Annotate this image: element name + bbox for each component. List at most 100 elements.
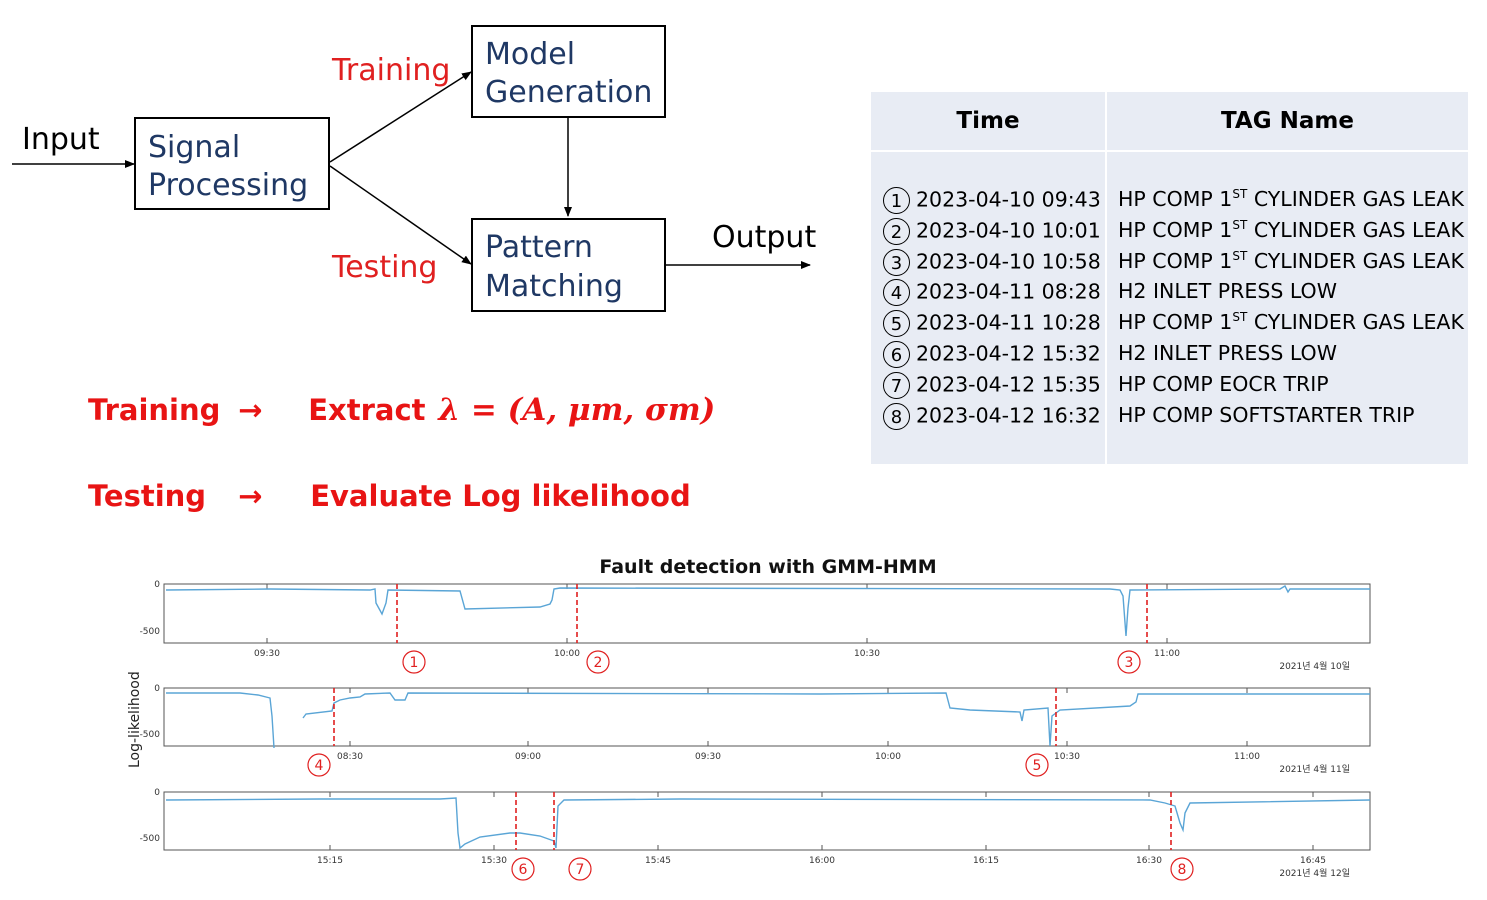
event-time-cell: 2 2023-04-10 10:01 (883, 217, 1101, 245)
chart-panel-2: 0 -500 08:30 09:00 09:30 10:00 10:30 11:00 2021년… (140, 684, 1371, 777)
log-likelihood-series (165, 585, 1370, 637)
panel-date-label: 2021년 4월 12일 (1279, 867, 1350, 879)
x-tick-label: 09:30 (254, 649, 280, 659)
x-tick-label: 16:00 (809, 856, 835, 866)
x-tick-label: 10:00 (875, 752, 901, 762)
log-likelihood-series (165, 797, 1371, 850)
signal-processing-line1: Signal (148, 130, 240, 165)
training-branch-label: Training (331, 53, 450, 88)
x-tick-label: 10:30 (1054, 752, 1080, 762)
y-tick-label: -500 (140, 730, 161, 740)
event-tag: H2 INLET PRESS LOW (1118, 279, 1337, 304)
fault-marker-number: 7 (576, 862, 585, 878)
testing-summary-arrow: → (238, 479, 263, 513)
event-time-cell: 4 2023-04-11 08:28 (883, 279, 1101, 307)
event-time: 2023-04-12 15:35 (916, 372, 1101, 397)
panel-frame (163, 791, 1371, 851)
panel-frame (163, 687, 1371, 747)
time-header: Time (956, 108, 1020, 134)
fault-marker-number: 8 (1178, 862, 1187, 878)
testing-arrow (329, 165, 472, 265)
fault-marker-number: 4 (315, 758, 324, 774)
fault-marker-circle (511, 857, 535, 881)
x-tick-label: 16:45 (1300, 856, 1326, 866)
x-tick-label: 15:30 (481, 856, 507, 866)
event-time: 2023-04-10 10:01 (916, 218, 1101, 243)
x-tick-label: 15:45 (645, 856, 671, 866)
event-number: 7 (883, 371, 910, 399)
event-tag: HP COMP 1ST CYLINDER GAS LEAK (1118, 248, 1464, 273)
fault-marker-number: 6 (519, 862, 528, 878)
table-header-divider (871, 150, 1468, 152)
signal-processing-line2: Processing (148, 168, 308, 203)
event-time-cell: 3 2023-04-10 10:58 (883, 248, 1101, 276)
flow-diagram: Input Signal Processing Training Testing… (12, 25, 816, 312)
event-number: 1 (883, 187, 910, 214)
event-time: 2023-04-12 15:32 (916, 341, 1101, 366)
training-arrow (329, 71, 472, 163)
chart-panel-1: 0 -500 09:30 10:00 10:30 11:00 2021년 4월 10일 1 2 3 (140, 580, 1371, 674)
fault-marker-circle (1025, 753, 1049, 777)
table-column-divider (1105, 92, 1107, 464)
x-tick-label: 16:30 (1136, 856, 1162, 866)
x-tick-label: 09:30 (695, 752, 721, 762)
y-axis-label: Log-likelihood (127, 671, 143, 768)
pattern-matching-box: Pattern Matching (471, 218, 666, 312)
event-number: 6 (883, 341, 910, 368)
testing-summary: Testing → Evaluate Log likelihood (88, 479, 691, 513)
event-time-cell: 1 2023-04-10 09:43 (883, 187, 1101, 214)
testing-summary-label: Testing (88, 479, 207, 513)
event-tag: HP COMP 1ST CYLINDER GAS LEAK (1118, 187, 1464, 211)
x-tick-label: 10:00 (554, 649, 580, 659)
testing-branch-label: Testing (331, 250, 437, 285)
fault-marker-circle (1170, 857, 1194, 881)
event-time: 2023-04-11 10:28 (916, 310, 1101, 335)
fault-marker-number: 5 (1033, 758, 1042, 774)
model-generation-line2: Generation (485, 75, 652, 110)
y-tick-label: 0 (154, 684, 160, 694)
pattern-matching-line1: Pattern (485, 230, 593, 265)
signal-processing-box: Signal Processing (134, 117, 330, 210)
event-time-cell: 5 2023-04-11 10:28 (883, 310, 1101, 338)
event-tag: HP COMP EOCR TRIP (1118, 371, 1329, 396)
event-time-cell: 8 2023-04-12 16:32 (883, 402, 1101, 430)
y-tick-label: 0 (154, 580, 160, 590)
x-tick-label: 11:00 (1154, 649, 1180, 659)
fault-marker-circle (586, 650, 610, 674)
chart-title: Fault detection with GMM-HMM (599, 556, 936, 578)
fault-marker-circle (307, 753, 331, 777)
event-time-cell: 6 2023-04-12 15:32 (883, 341, 1101, 368)
panel-frame (163, 583, 1371, 644)
event-tag: H2 INLET PRESS LOW (1118, 341, 1337, 365)
event-time: 2023-04-11 08:28 (916, 279, 1101, 304)
model-generation-box: Model Generation (471, 25, 666, 118)
event-table: Time TAG Name 1 2023-04-10 09:43 HP COMP 1… (871, 92, 1468, 464)
fault-marker-circle (1117, 650, 1141, 674)
event-time-cell: 7 2023-04-12 15:35 (883, 371, 1101, 399)
log-likelihood-series (166, 692, 1370, 749)
event-time: 2023-04-10 09:43 (916, 187, 1101, 212)
chart-panel-3: 0 -500 15:15 15:30 15:45 16:00 16:15 16:30 16:45… (140, 788, 1371, 881)
x-tick-label: 16:15 (973, 856, 999, 866)
event-number: 8 (883, 402, 910, 430)
fault-marker-number: 3 (1125, 655, 1134, 671)
event-tag: HP COMP 1ST CYLINDER GAS LEAK (1118, 217, 1464, 242)
training-summary-label: Training (88, 393, 221, 427)
fault-marker-circle (402, 650, 426, 674)
panel-date-label: 2021년 4월 10일 (1279, 660, 1350, 672)
event-tag: HP COMP SOFTSTARTER TRIP (1118, 402, 1415, 427)
model-generation-line1: Model (485, 37, 575, 72)
input-label: Input (22, 122, 100, 157)
testing-summary-action: Evaluate Log likelihood (310, 479, 691, 513)
fault-marker-number: 1 (410, 655, 419, 671)
x-tick-label: 09:00 (515, 752, 541, 762)
event-number: 5 (883, 310, 910, 338)
x-tick-label: 08:30 (337, 752, 363, 762)
x-tick-label: 11:00 (1234, 752, 1260, 762)
event-number: 3 (883, 248, 910, 276)
event-number: 4 (883, 279, 910, 307)
event-time: 2023-04-10 10:58 (916, 249, 1101, 274)
event-number: 2 (883, 217, 910, 245)
y-tick-label: -500 (140, 834, 161, 844)
training-summary: Training → Extract λ = (A, μm, σm) (88, 392, 715, 428)
